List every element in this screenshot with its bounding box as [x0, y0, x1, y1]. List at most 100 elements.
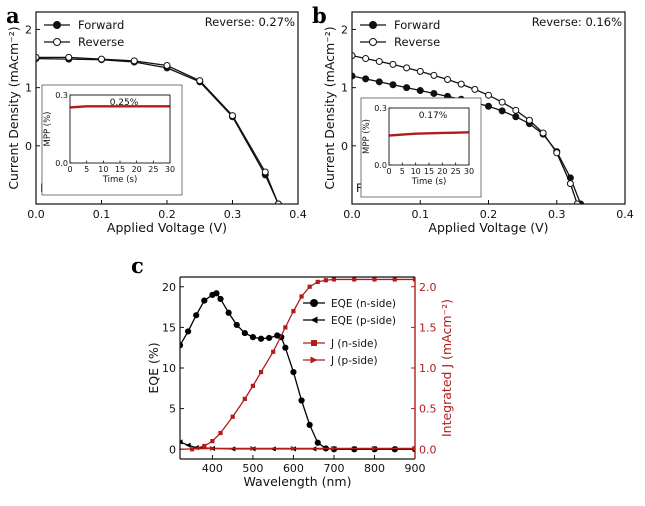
inset-x-tick-label: 10 [411, 167, 421, 176]
data-point-0-12 [512, 113, 520, 121]
inset-x-tick-label: 25 [148, 165, 158, 174]
x-axis-label: Wavelength (nm) [244, 474, 352, 489]
data-point-1-8 [457, 80, 465, 88]
y-tick-label: 20 [162, 281, 176, 294]
data-point-1-15 [553, 149, 561, 157]
data-point-0-0 [180, 342, 184, 349]
data-point-0-18 [306, 421, 313, 428]
inset-mpp-line [69, 105, 170, 109]
data-point-0-9 [241, 329, 248, 337]
data-point-0-3 [201, 297, 208, 304]
annotation-reverse: Reverse: 0.16% [532, 15, 622, 29]
inset-y-tick-label: 0.3 [55, 91, 68, 100]
data-point-0-5 [213, 290, 220, 297]
data-point-2-11 [299, 294, 304, 299]
x-tick-label: 0.4 [616, 208, 634, 221]
y2-tick-label: 1.5 [419, 321, 437, 334]
inset-mpp-line [388, 131, 470, 137]
y-tick-label: 5 [169, 403, 176, 416]
series-line-2 [191, 278, 415, 450]
inset-y-tick-label: 0.0 [374, 161, 387, 170]
data-point-2-18 [392, 277, 397, 282]
x-axis-label: Applied Voltage (V) [107, 220, 227, 235]
y-tick-label: 1 [25, 82, 32, 95]
inset-background [360, 97, 482, 198]
inset: 0 5 10 15 20 25 30 0.0 0.3 0.17% Time (s) MPP (%) [360, 97, 482, 198]
inset-background [41, 84, 183, 196]
data-point-0-12 [266, 334, 273, 342]
plot-frame [35, 11, 299, 205]
data-point-2-9 [283, 325, 288, 330]
data-point-2-1 [202, 443, 207, 449]
data-point-1-2 [98, 55, 105, 63]
data-point-1-0 [352, 52, 356, 60]
inset-y-tick-label: 0.0 [55, 159, 68, 168]
data-point-2-8 [271, 349, 276, 354]
data-point-2-12 [307, 284, 312, 289]
inset-label: 0.25% [110, 98, 139, 108]
data-point-2-19 [412, 277, 415, 282]
data-point-0-1 [185, 328, 192, 335]
legend-marker-2 [311, 340, 317, 346]
data-point-1-12 [512, 106, 520, 114]
y2-tick-label: 1.0 [419, 362, 437, 375]
y-axis-label: Current Density (mAcm⁻²) [6, 26, 21, 189]
data-point-2-17 [372, 277, 377, 282]
y-tick-label: 0 [25, 140, 32, 153]
data-point-2-16 [352, 277, 357, 282]
legend-marker-0 [53, 21, 61, 29]
data-point-0-1 [362, 75, 370, 83]
data-point-0-2 [193, 312, 200, 319]
data-point-0-0 [352, 72, 356, 80]
legend-marker-1 [53, 38, 61, 46]
legend-label-2: J (n-side) [330, 338, 378, 350]
data-point-0-16 [290, 368, 297, 376]
legend-label-1: Reverse [394, 35, 440, 49]
x-tick-label: 0.0 [343, 208, 361, 221]
data-point-0-19 [314, 439, 321, 446]
y-axis-label: Current Density (mAcm⁻²) [322, 26, 337, 189]
data-point-1-6 [430, 71, 438, 79]
data-point-2-3 [218, 430, 223, 436]
inset-y-tick-label: 0.3 [374, 104, 387, 113]
inset-x-axis-label: Time (s) [102, 175, 138, 185]
y2-axis-label: Integrated J (mAcm⁻²) [439, 299, 454, 437]
annotation-reverse: Reverse: 0.27% [205, 15, 295, 29]
data-point-2-10 [291, 309, 296, 314]
data-point-2-2 [210, 439, 215, 444]
x-tick-label: 600 [283, 462, 304, 475]
data-point-1-11 [498, 98, 506, 106]
legend-label-0: EQE (n-side) [331, 298, 396, 310]
data-point-1-9 [471, 85, 479, 93]
data-point-1-7 [444, 75, 452, 83]
inset-x-tick-label: 25 [451, 167, 461, 176]
data-point-0-11 [257, 335, 265, 342]
plot-frame [351, 11, 626, 205]
legend-marker-0 [369, 21, 377, 29]
x-axis-label: Applied Voltage (V) [428, 220, 548, 235]
data-point-0-6 [217, 295, 224, 303]
y-tick-label: 0 [169, 443, 176, 456]
legend-marker-1 [310, 316, 318, 324]
data-point-1-1 [362, 55, 370, 63]
y2-tick-label: 2.0 [419, 281, 437, 294]
x-tick-label: 0.3 [224, 208, 242, 221]
data-point-2-5 [242, 396, 247, 401]
data-point-3-0 [180, 447, 183, 451]
inset: 0 5 10 15 20 25 30 0.0 0.3 0.25% Time (s) MPP (%) [41, 84, 183, 196]
legend-marker-1 [369, 38, 377, 46]
inset-x-tick-label: 0 [67, 165, 72, 174]
data-point-1-5 [416, 67, 424, 75]
panel-b: 0.0 0.1 0.2 0.3 0.4 0 1 2 Applied Voltage (V) Cur… [322, 11, 634, 235]
legend-label-1: EQE (p-side) [331, 315, 396, 327]
data-point-1-4 [403, 64, 411, 72]
y-tick-label: 1 [341, 82, 348, 95]
data-point-0-15 [282, 344, 289, 351]
data-point-2-13 [315, 279, 320, 284]
inset-x-tick-label: 15 [115, 165, 125, 174]
inset-x-tick-label: 30 [165, 165, 175, 174]
data-point-0-6 [430, 89, 438, 97]
x-tick-label: 900 [405, 462, 426, 475]
inset-x-tick-label: 20 [437, 167, 447, 176]
